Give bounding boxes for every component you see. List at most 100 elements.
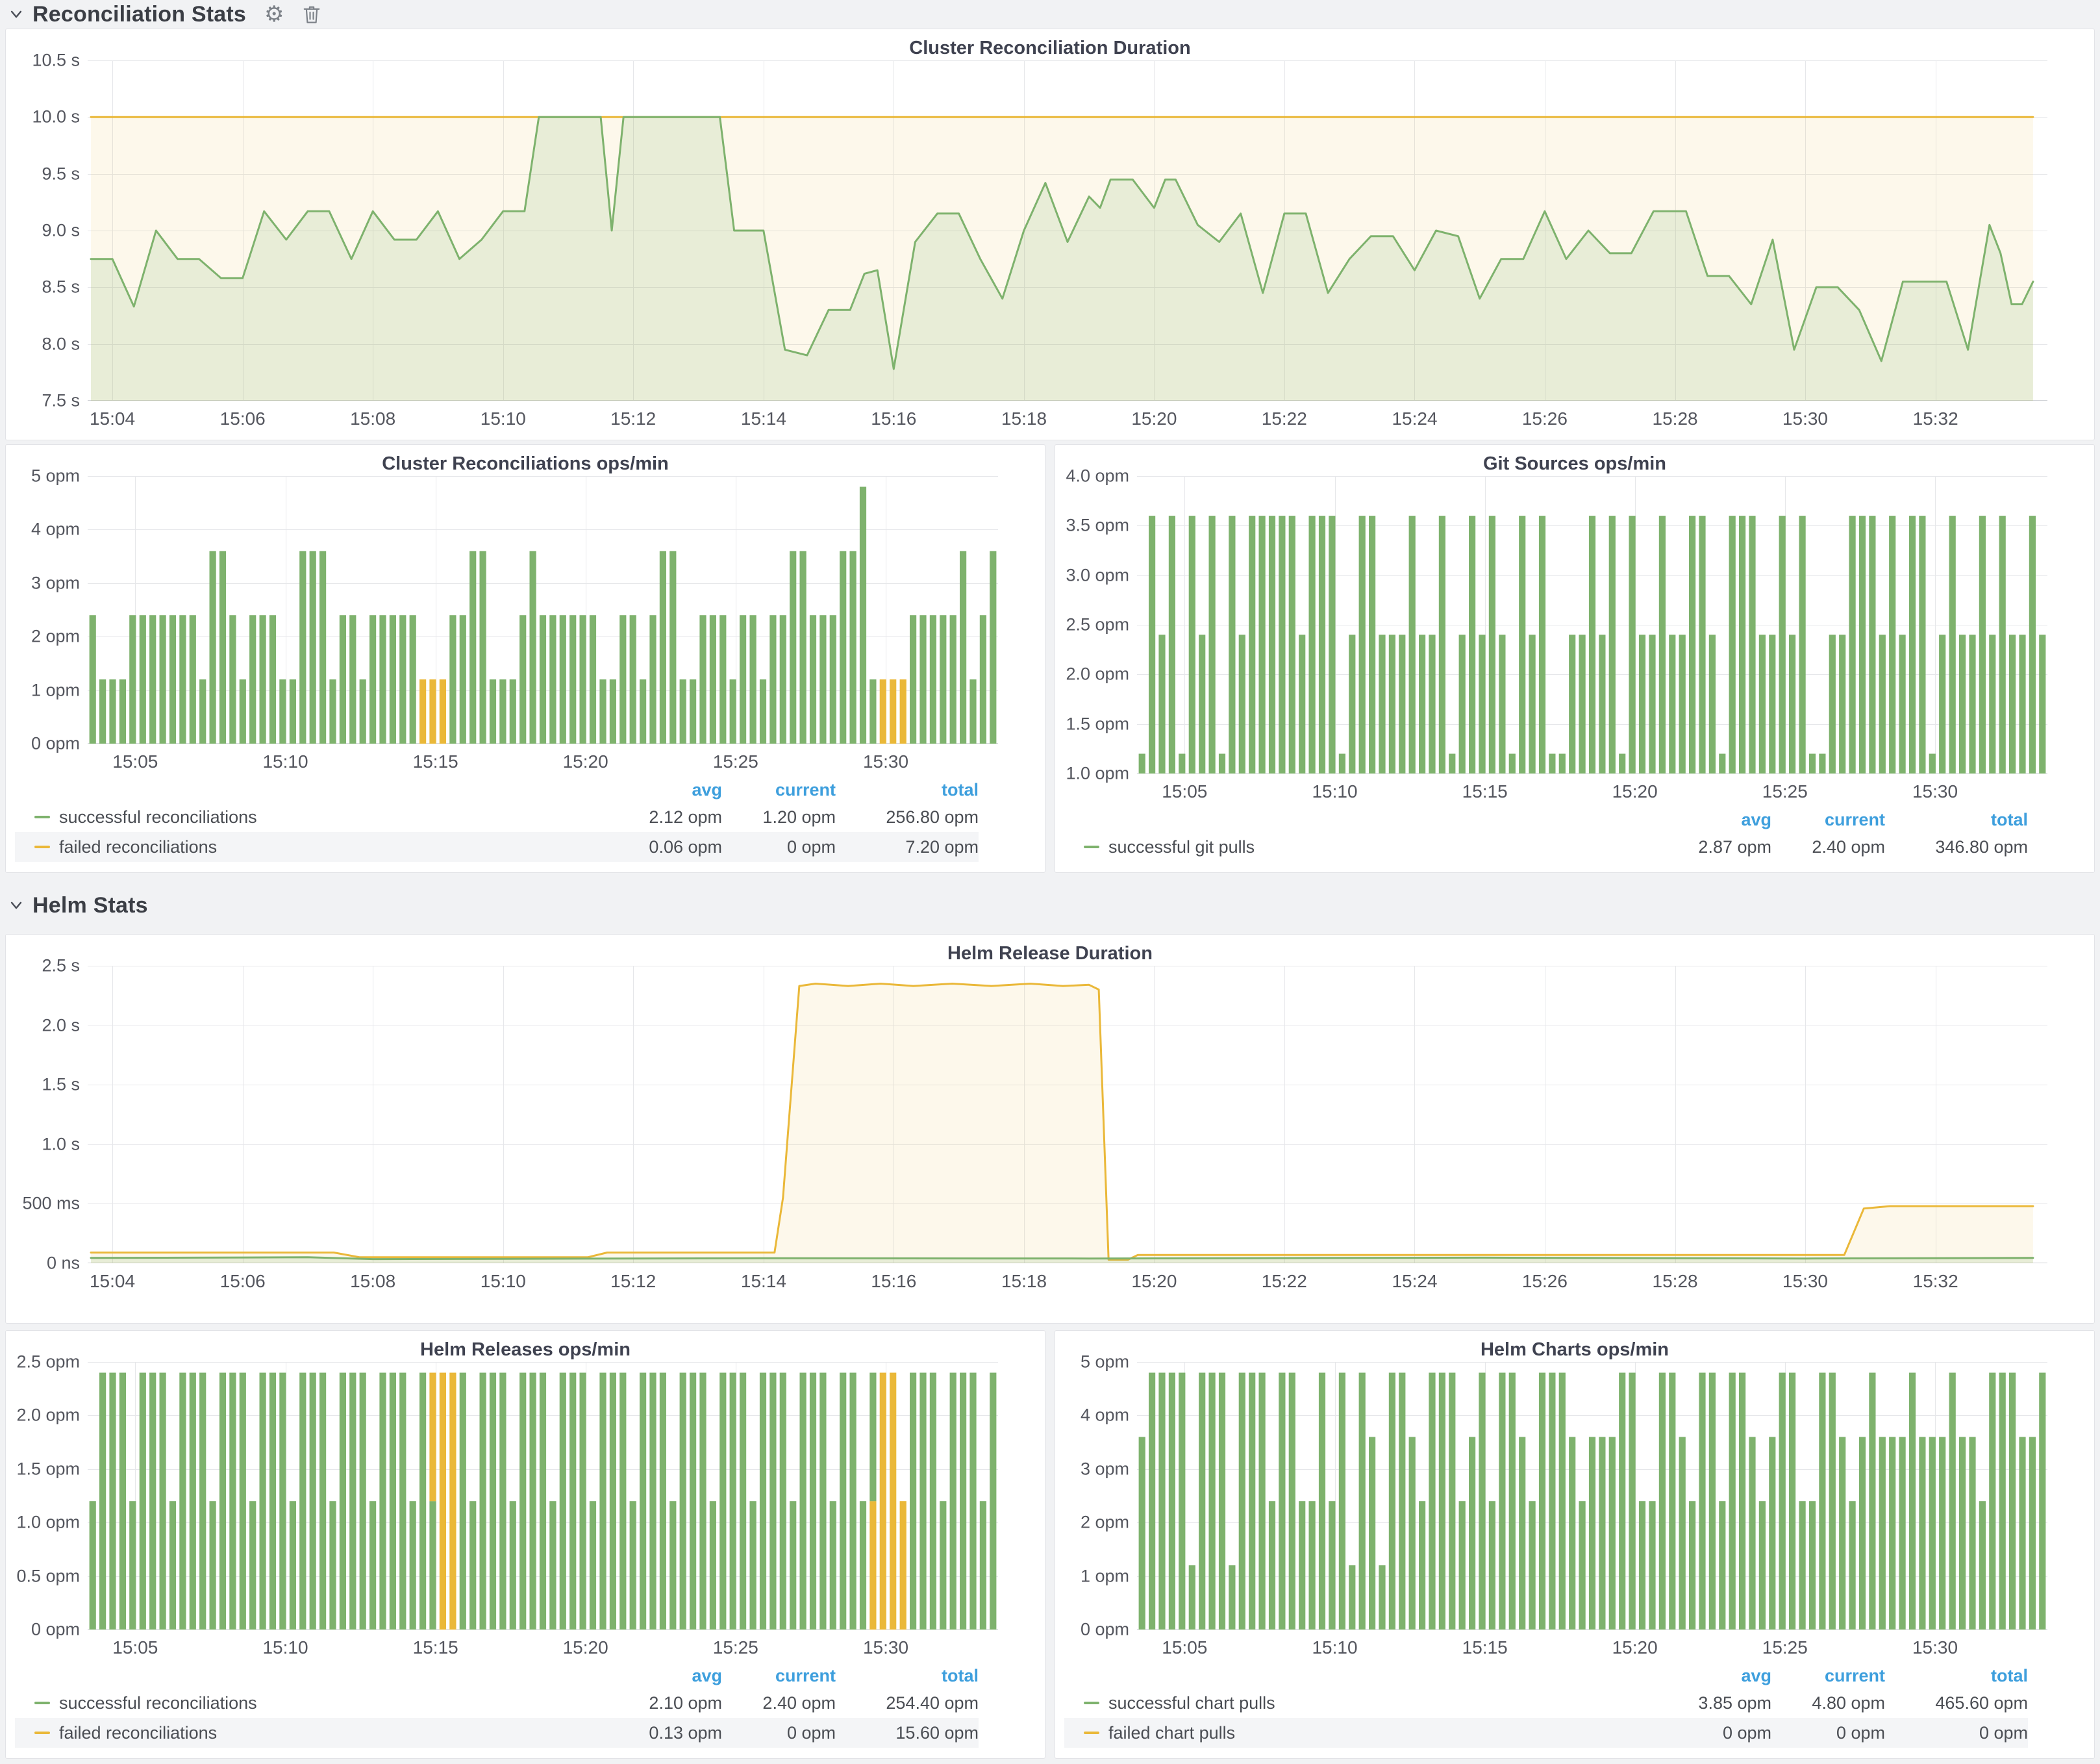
legend-total-value: 15.60 opm — [836, 1723, 979, 1743]
x-tick-label: 15:05 — [1162, 1637, 1207, 1658]
legend-header-total[interactable]: total — [836, 780, 979, 800]
legend-header-avg[interactable]: avg — [608, 780, 722, 800]
legend-total-value: 254.40 opm — [836, 1693, 979, 1713]
series-color-dash — [1084, 1732, 1099, 1734]
legend-header-total[interactable]: total — [1885, 810, 2028, 830]
legend-avg-value: 2.10 opm — [608, 1693, 722, 1713]
x-tick-label: 15:10 — [262, 1637, 308, 1658]
y-tick-label: 0.5 opm — [16, 1566, 80, 1586]
y-tick-label: 1 opm — [1081, 1566, 1129, 1586]
legend-row-failed-reconciliations[interactable]: failed reconciliations 0.06 opm 0 opm 7.… — [15, 832, 979, 862]
chart-canvas — [88, 1362, 998, 1630]
chart-canvas — [88, 60, 2047, 401]
section-header-helm-stats[interactable]: Helm Stats — [5, 891, 2095, 920]
gear-icon[interactable]: ⚙ — [264, 3, 284, 25]
y-tick-label: 2.0 opm — [1066, 664, 1129, 685]
y-tick-label: 10.5 s — [32, 51, 80, 71]
section-header-reconciliation-stats[interactable]: Reconciliation Stats ⚙ — [5, 0, 2095, 29]
x-tick-label: 15:30 — [863, 1637, 908, 1658]
legend-total-value: 256.80 opm — [836, 807, 979, 827]
panel-helm-releases-opm: Helm Releases ops/min 0 opm0.5 opm1.0 op… — [5, 1330, 1045, 1759]
plot-area[interactable] — [88, 476, 998, 744]
y-tick-label: 2.5 s — [42, 956, 80, 976]
chart-git-sources-opm: 1.0 opm1.5 opm2.0 opm2.5 opm3.0 opm3.5 o… — [1064, 476, 2085, 803]
legend-header-avg[interactable]: avg — [608, 1666, 722, 1686]
x-tick-label: 15:05 — [1162, 781, 1207, 802]
x-tick-label: 15:06 — [220, 409, 266, 429]
legend-row-failed-chart-pulls[interactable]: failed chart pulls 0 opm 0 opm 0 opm — [1064, 1718, 2028, 1748]
panel-title[interactable]: Git Sources ops/min — [1064, 451, 2085, 476]
y-tick-label: 5 opm — [31, 466, 80, 486]
x-tick-label: 15:10 — [1312, 1637, 1357, 1658]
legend-header-avg[interactable]: avg — [1658, 1666, 1771, 1686]
legend-total-value: 7.20 opm — [836, 837, 979, 857]
panel-title[interactable]: Cluster Reconciliation Duration — [15, 36, 2085, 60]
plot-area[interactable] — [1137, 1362, 2047, 1630]
panel-title[interactable]: Helm Release Duration — [15, 941, 2085, 966]
y-tick-label: 8.5 s — [42, 277, 80, 297]
y-axis: 0 opm1 opm2 opm3 opm4 opm5 opm — [15, 476, 88, 744]
series-color-dash — [1084, 1702, 1099, 1704]
x-tick-label: 15:08 — [350, 409, 395, 429]
chart-cluster-reconciliations-opm: 0 opm1 opm2 opm3 opm4 opm5 opm 15:0515:1… — [15, 476, 1036, 774]
panel-title[interactable]: Cluster Reconciliations ops/min — [15, 451, 1036, 476]
legend-header-current[interactable]: current — [722, 1666, 836, 1686]
series-color-dash — [34, 1732, 50, 1734]
x-tick-label: 15:06 — [220, 1271, 266, 1292]
plot-area[interactable] — [88, 966, 2047, 1263]
x-tick-label: 15:14 — [741, 1271, 786, 1292]
x-axis: 15:0515:1015:1515:2015:2515:30 — [88, 744, 998, 774]
legend-total-value: 0 opm — [1885, 1723, 2028, 1743]
y-tick-label: 4.0 opm — [1066, 466, 1129, 486]
series-color-dash — [34, 846, 50, 848]
legend-current-value: 0 opm — [1771, 1723, 1885, 1743]
legend-header-total[interactable]: total — [1885, 1666, 2028, 1686]
x-tick-label: 15:32 — [1913, 409, 1958, 429]
plot-area[interactable] — [88, 1362, 998, 1630]
y-tick-label: 9.0 s — [42, 221, 80, 241]
legend-header-row: avg current total — [15, 777, 979, 802]
plot-area[interactable] — [1137, 476, 2047, 774]
series-color-dash — [1084, 846, 1099, 848]
legend-current-value: 0 opm — [722, 1723, 836, 1743]
legend-label: successful git pulls — [1108, 837, 1658, 857]
x-tick-label: 15:28 — [1653, 1271, 1698, 1292]
panel-title[interactable]: Helm Charts ops/min — [1064, 1337, 2085, 1362]
x-tick-label: 15:15 — [413, 1637, 458, 1658]
y-tick-label: 1.5 opm — [1066, 714, 1129, 734]
x-tick-label: 15:05 — [112, 1637, 158, 1658]
section-title: Helm Stats — [32, 893, 148, 918]
y-tick-label: 7.5 s — [42, 391, 80, 411]
legend-header-row: avg current total — [15, 1663, 979, 1688]
legend-row-successful-chart-pulls[interactable]: successful chart pulls 3.85 opm 4.80 opm… — [1064, 1688, 2028, 1718]
y-tick-label: 1.5 opm — [16, 1459, 80, 1479]
plot-area[interactable] — [88, 60, 2047, 401]
chevron-down-icon — [9, 898, 23, 913]
legend-header-current[interactable]: current — [722, 780, 836, 800]
y-tick-label: 9.5 s — [42, 164, 80, 184]
y-axis: 0 opm1 opm2 opm3 opm4 opm5 opm — [1064, 1362, 1137, 1630]
legend-header-avg[interactable]: avg — [1658, 810, 1771, 830]
x-tick-label: 15:26 — [1522, 1271, 1568, 1292]
legend-total-value: 465.60 opm — [1885, 1693, 2028, 1713]
legend-header-total[interactable]: total — [836, 1666, 979, 1686]
x-axis: 15:0415:0615:0815:1015:1215:1415:1615:18… — [88, 401, 2047, 431]
y-tick-label: 1 opm — [31, 680, 80, 700]
trash-icon[interactable] — [302, 3, 321, 25]
chart-helm-releases-opm: 0 opm0.5 opm1.0 opm1.5 opm2.0 opm2.5 opm… — [15, 1362, 1036, 1659]
legend: avg current total successful chart pulls… — [1064, 1659, 2085, 1749]
x-tick-label: 15:10 — [1312, 781, 1357, 802]
legend-header-current[interactable]: current — [1771, 810, 1885, 830]
x-tick-label: 15:10 — [481, 409, 526, 429]
legend-row-successful-reconciliations[interactable]: successful reconciliations 2.12 opm 1.20… — [15, 802, 979, 832]
y-tick-label: 3 opm — [31, 573, 80, 593]
legend-row-successful-git-pulls[interactable]: successful git pulls 2.87 opm 2.40 opm 3… — [1064, 832, 2028, 862]
panel-title[interactable]: Helm Releases ops/min — [15, 1337, 1036, 1362]
legend-row-failed-reconciliations[interactable]: failed reconciliations 0.13 opm 0 opm 15… — [15, 1718, 979, 1748]
legend-header-current[interactable]: current — [1771, 1666, 1885, 1686]
legend-total-value: 346.80 opm — [1885, 837, 2028, 857]
x-tick-label: 15:14 — [741, 409, 786, 429]
legend-row-successful-reconciliations[interactable]: successful reconciliations 2.10 opm 2.40… — [15, 1688, 979, 1718]
chart-cluster-reconciliation-duration: 7.5 s8.0 s8.5 s9.0 s9.5 s10.0 s10.5 s 15… — [15, 60, 2085, 431]
legend-current-value: 1.20 opm — [722, 807, 836, 827]
